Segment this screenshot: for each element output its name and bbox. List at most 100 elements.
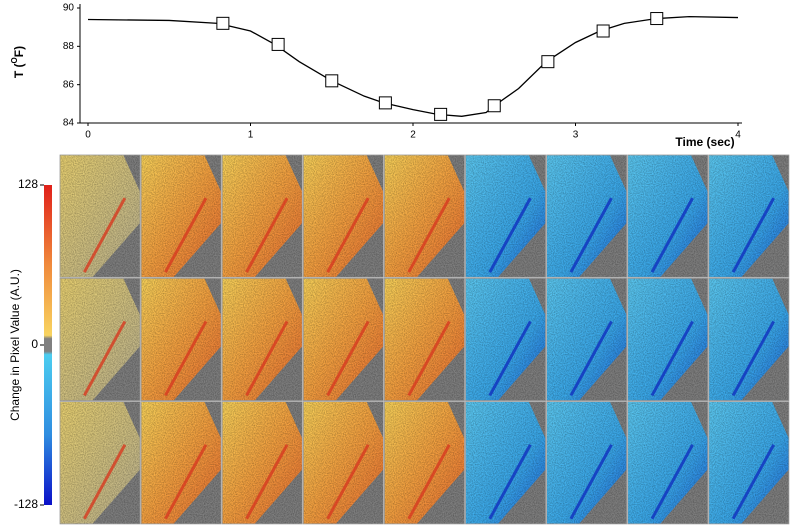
image-texture: [708, 278, 789, 401]
image-texture: [222, 401, 303, 524]
frame-marker: [216, 16, 230, 30]
image-border: [383, 154, 465, 278]
colorbar: [44, 185, 52, 505]
image-streak: [569, 444, 613, 520]
image-streak: [731, 320, 775, 397]
image-texture: [627, 278, 708, 401]
image-texture: [141, 155, 222, 278]
y-label-part: F): [12, 46, 26, 57]
y-tick-label: 88: [63, 41, 75, 52]
image-border: [140, 154, 222, 278]
x-tick-label: 4: [735, 130, 741, 141]
image-border: [546, 401, 628, 525]
frame-marker: [650, 12, 664, 26]
image-border: [708, 277, 790, 401]
x-tick-label: 0: [85, 130, 91, 141]
image-texture: [141, 278, 222, 401]
colorbar-tick-label: 128: [18, 177, 38, 191]
colorbar-tick-label: -128: [14, 497, 38, 511]
image-border: [140, 401, 222, 525]
image-texture: [141, 401, 222, 524]
image-border: [221, 154, 303, 278]
image-texture: [465, 401, 546, 524]
image-texture: [546, 155, 627, 278]
image-streak: [164, 197, 208, 273]
x-tick-label: 3: [573, 130, 579, 141]
image-streak: [164, 444, 208, 520]
frame-marker: [378, 96, 392, 110]
image-streak: [326, 444, 370, 520]
image-border: [383, 401, 465, 525]
image-border: [708, 154, 790, 278]
x-tick-label: 2: [410, 130, 416, 141]
image-border: [627, 277, 709, 401]
image-border: [627, 401, 709, 525]
image-texture: [303, 278, 384, 401]
image-streak: [569, 320, 613, 397]
image-border: [383, 277, 465, 401]
image-streak: [164, 320, 208, 397]
image-streak: [488, 197, 532, 273]
image-streak: [245, 197, 289, 273]
image-texture: [627, 401, 708, 524]
y-tick-label: 84: [63, 118, 75, 129]
image-texture: [465, 155, 546, 278]
image-border: [708, 401, 790, 525]
image-streak: [488, 444, 532, 520]
image-border: [627, 154, 709, 278]
frame-marker: [325, 74, 339, 88]
image-texture: [60, 278, 141, 401]
image-streak: [569, 197, 613, 273]
colorbar-tick-label: 0: [31, 337, 38, 351]
image-border: [140, 277, 222, 401]
image-texture: [708, 401, 789, 524]
image-border: [465, 154, 546, 278]
image-border: [59, 277, 141, 401]
image-texture: [546, 401, 627, 524]
y-tick-label: 90: [63, 3, 75, 14]
frame-marker: [487, 99, 501, 113]
image-border: [302, 401, 384, 525]
image-streak: [83, 320, 127, 397]
image-texture: [465, 278, 546, 401]
image-streak: [650, 444, 694, 520]
x-axis-label: Time (sec): [675, 135, 734, 149]
image-texture: [60, 155, 141, 278]
frame-marker: [596, 24, 610, 38]
image-texture: [708, 155, 789, 278]
image-border: [546, 277, 628, 401]
image-streak: [731, 197, 775, 273]
image-streak: [731, 444, 775, 520]
image-border: [59, 154, 141, 278]
image-streak: [326, 320, 370, 397]
image-border: [59, 401, 141, 525]
image-border: [546, 154, 628, 278]
image-border: [302, 154, 384, 278]
image-texture: [222, 278, 303, 401]
image-streak: [488, 320, 532, 397]
image-streak: [407, 320, 451, 397]
image-texture: [60, 401, 141, 524]
colorbar-label: Change in Pixel Value (A.U.): [8, 269, 22, 421]
y-tick-label: 86: [63, 79, 75, 90]
image-border: [465, 401, 546, 525]
image-streak: [407, 197, 451, 273]
image-texture: [222, 155, 303, 278]
image-streak: [245, 444, 289, 520]
image-streak: [650, 197, 694, 273]
image-texture: [384, 278, 465, 401]
image-streak: [83, 444, 127, 520]
frame-marker: [434, 107, 448, 121]
y-label-part: T (: [12, 63, 26, 78]
image-texture: [384, 401, 465, 524]
image-texture: [303, 401, 384, 524]
image-streak: [326, 197, 370, 273]
image-border: [465, 277, 546, 401]
image-texture: [546, 278, 627, 401]
image-texture: [627, 155, 708, 278]
image-texture: [303, 155, 384, 278]
image-grid: [59, 154, 790, 525]
temperature-line: [87, 15, 739, 117]
image-border: [221, 277, 303, 401]
